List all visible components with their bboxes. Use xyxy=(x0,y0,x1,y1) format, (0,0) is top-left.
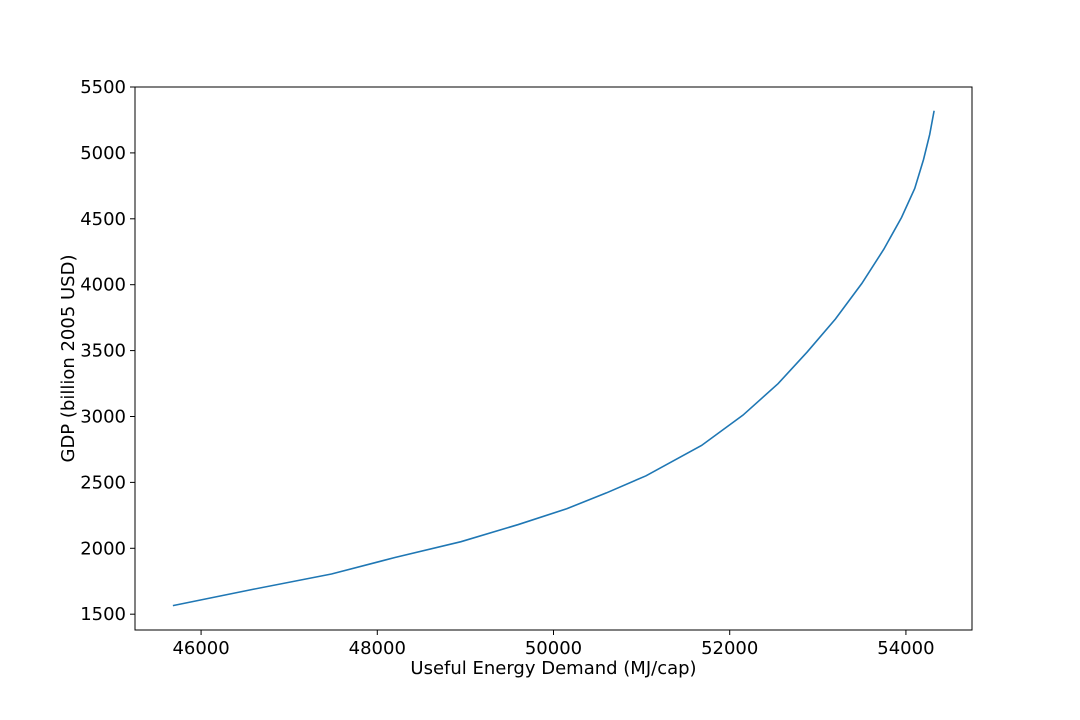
x-tick-label: 46000 xyxy=(172,638,229,659)
y-tick-label: 2500 xyxy=(80,472,126,493)
y-tick-label: 1500 xyxy=(80,604,126,625)
x-tick-label: 54000 xyxy=(877,638,934,659)
y-tick-label: 4500 xyxy=(80,209,126,230)
x-axis-ticks: 46000 48000 50000 52000 54000 xyxy=(172,630,935,659)
x-tick-label: 50000 xyxy=(525,638,582,659)
x-tick-label: 48000 xyxy=(349,638,406,659)
y-tick-label: 4000 xyxy=(80,275,126,296)
y-axis-label: GDP (billion 2005 USD) xyxy=(58,255,79,463)
y-tick-label: 3000 xyxy=(80,406,126,427)
x-tick-label: 52000 xyxy=(701,638,758,659)
series-line xyxy=(172,110,935,607)
y-tick-label: 5500 xyxy=(80,77,126,98)
y-tick-label: 3500 xyxy=(80,341,126,362)
plot-area-frame xyxy=(134,86,973,631)
y-tick-label: 5000 xyxy=(80,143,126,164)
y-tick-label: 2000 xyxy=(80,538,126,559)
x-axis-label: Useful Energy Demand (MJ/cap) xyxy=(410,658,696,679)
y-axis-ticks: 1500 2000 2500 3000 3500 4000 4500 5000 5500 xyxy=(80,77,135,625)
